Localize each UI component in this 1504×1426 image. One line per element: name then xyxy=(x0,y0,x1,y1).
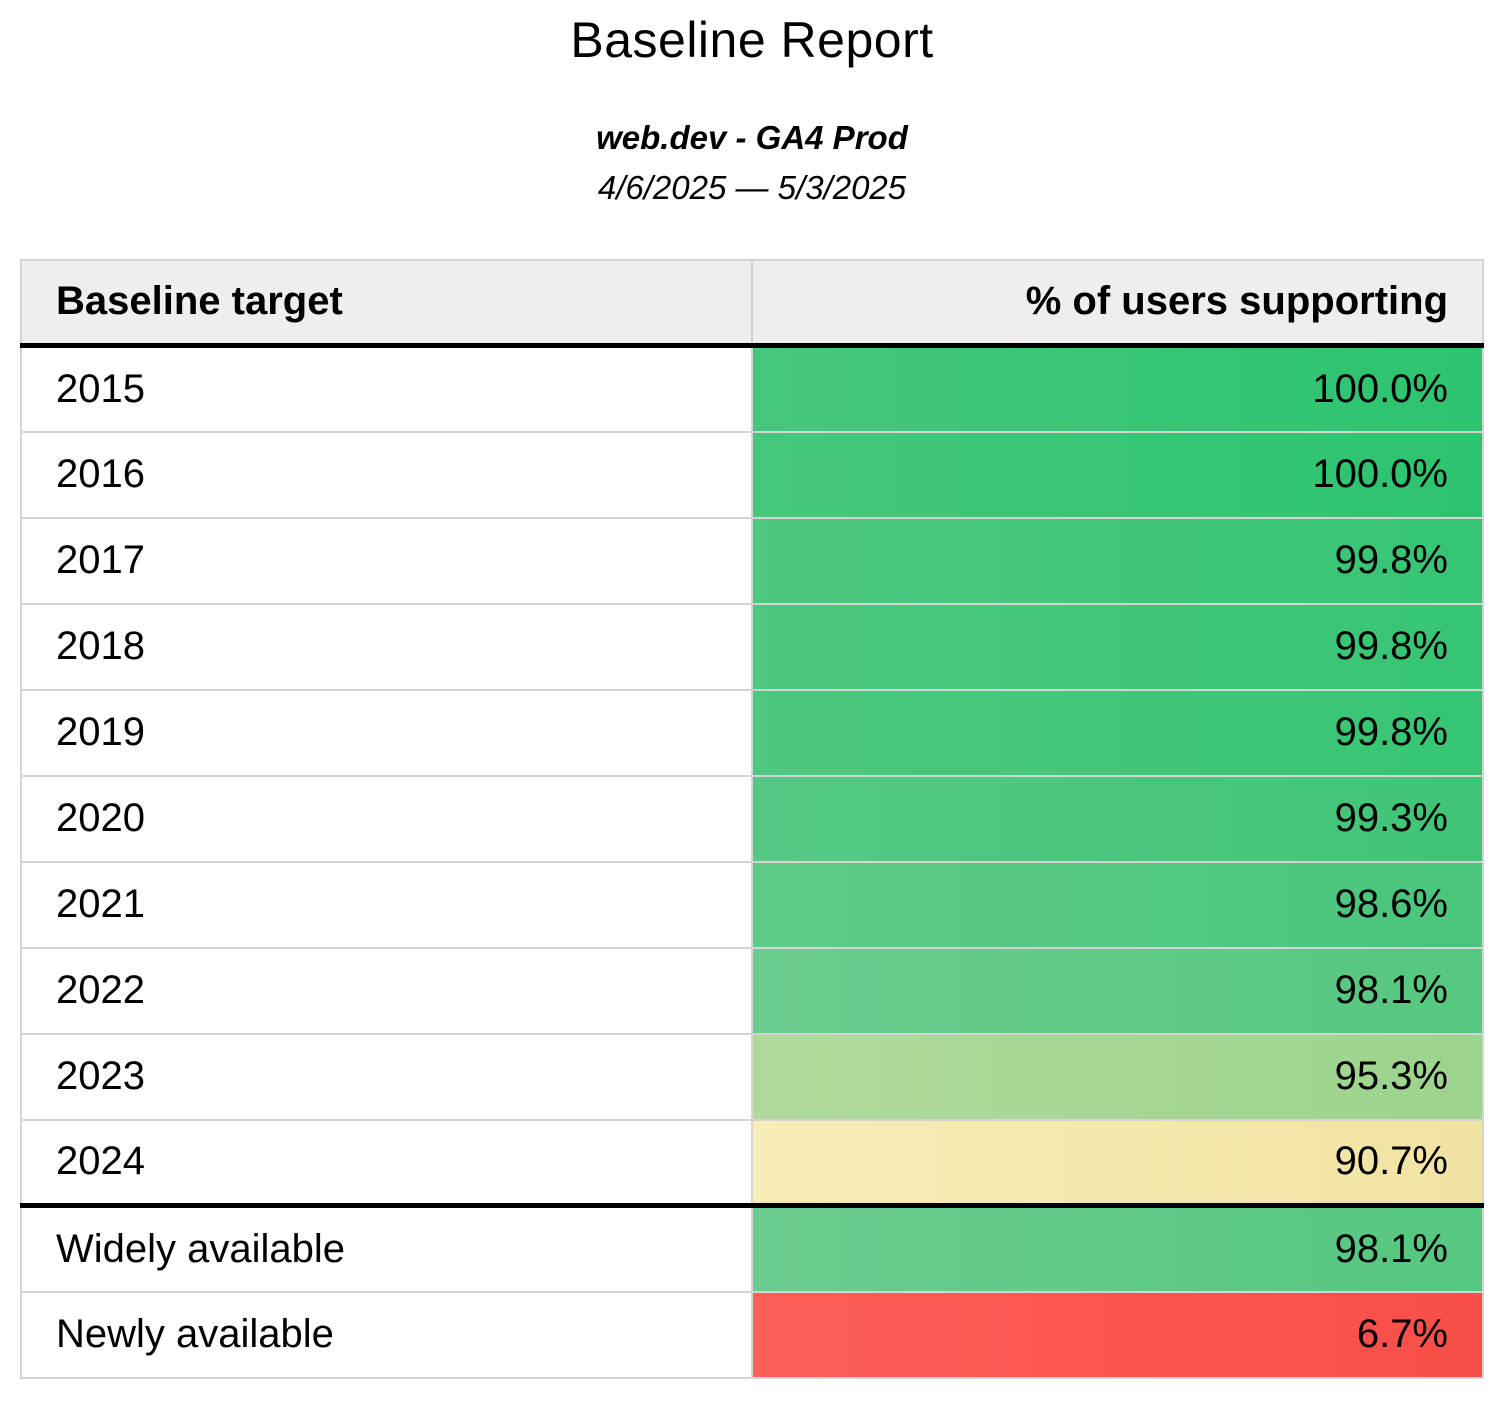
support-percentage-cell: 98.1% xyxy=(751,946,1484,1035)
support-percentage-cell: 99.8% xyxy=(751,602,1484,691)
support-percentage-cell: 98.6% xyxy=(751,860,1484,949)
support-percentage-cell: 99.8% xyxy=(751,516,1484,605)
column-header-baseline-target: Baseline target xyxy=(20,258,753,348)
baseline-target-cell: 2017 xyxy=(20,516,753,605)
baseline-target-cell: 2018 xyxy=(20,602,753,691)
column-header-percent-users-supporting: % of users supporting xyxy=(751,258,1484,348)
table-row: 2021 98.6% xyxy=(20,860,1484,949)
table-row: 2017 99.8% xyxy=(20,516,1484,605)
support-percentage-cell: 99.8% xyxy=(751,688,1484,777)
support-percentage-cell: 95.3% xyxy=(751,1032,1484,1121)
baseline-target-cell: 2016 xyxy=(20,430,753,519)
table-header-row: Baseline target % of users supporting xyxy=(20,258,1484,348)
report-property-subtitle: web.dev - GA4 Prod xyxy=(596,118,908,156)
baseline-target-cell: 2023 xyxy=(20,1032,753,1121)
report-date-range: 4/6/2025 — 5/3/2025 xyxy=(597,168,907,206)
baseline-target-cell: Widely available xyxy=(20,1203,753,1293)
baseline-target-cell: Newly available xyxy=(20,1290,753,1379)
table-row: 2019 99.8% xyxy=(20,688,1484,777)
baseline-target-cell: 2019 xyxy=(20,688,753,777)
support-percentage-cell: 6.7% xyxy=(751,1290,1484,1379)
table-body: 2015 100.0% 2016 100.0% 2017 99.8% 2018 99.8% 20… xyxy=(20,344,1484,1379)
support-percentage-cell: 100.0% xyxy=(751,344,1484,433)
table-row: 2022 98.1% xyxy=(20,946,1484,1035)
baseline-target-cell: 2021 xyxy=(20,860,753,949)
baseline-report-page: Baseline Report web.dev - GA4 Prod 4/6/2… xyxy=(20,12,1484,1379)
table-row: 2023 95.3% xyxy=(20,1032,1484,1121)
support-percentage-cell: 90.7% xyxy=(751,1118,1484,1207)
table-header: Baseline target % of users supporting xyxy=(20,258,1484,348)
support-percentage-cell: 98.1% xyxy=(751,1203,1484,1293)
support-percentage-cell: 99.3% xyxy=(751,774,1484,863)
table-row: 2016 100.0% xyxy=(20,430,1484,519)
baseline-target-cell: 2015 xyxy=(20,344,753,433)
table-row: 2024 90.7% xyxy=(20,1118,1484,1207)
table-row: Newly available 6.7% xyxy=(20,1290,1484,1379)
table-row: 2018 99.8% xyxy=(20,602,1484,691)
baseline-table: Baseline target % of users supporting 20… xyxy=(20,258,1484,1379)
table-row: Widely available 98.1% xyxy=(20,1203,1484,1293)
baseline-target-cell: 2024 xyxy=(20,1118,753,1207)
table-row: 2020 99.3% xyxy=(20,774,1484,863)
baseline-target-cell: 2022 xyxy=(20,946,753,1035)
support-percentage-cell: 100.0% xyxy=(751,430,1484,519)
table-row: 2015 100.0% xyxy=(20,344,1484,433)
baseline-target-cell: 2020 xyxy=(20,774,753,863)
page-title: Baseline Report xyxy=(570,12,934,68)
